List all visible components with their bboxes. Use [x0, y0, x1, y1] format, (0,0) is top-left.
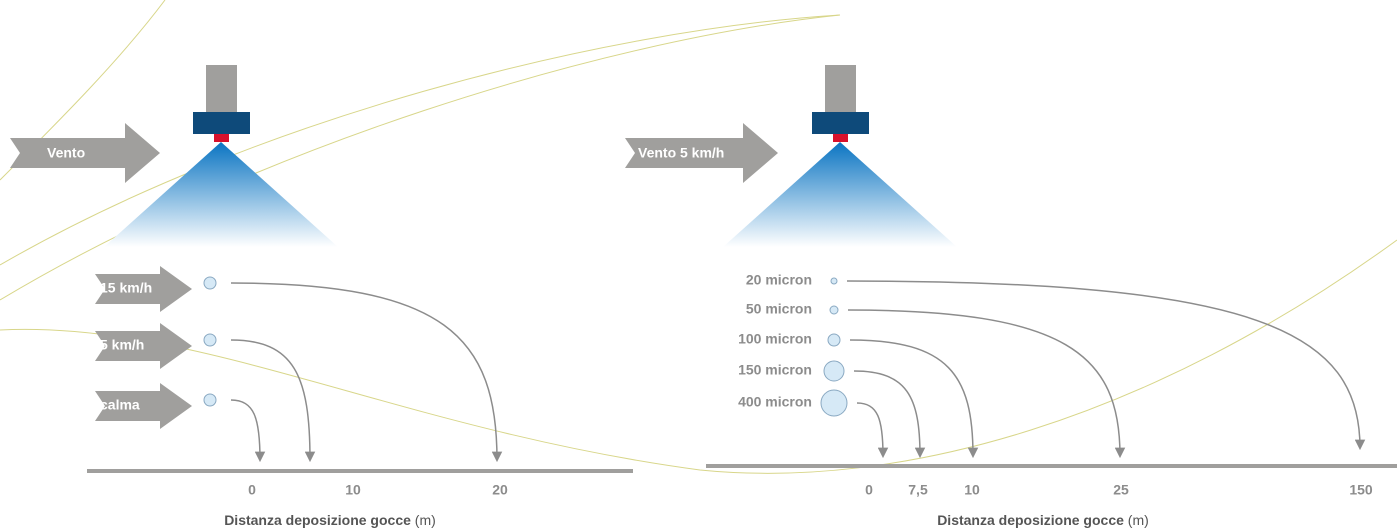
droplet-label: 150 micron — [738, 362, 812, 378]
axis-title: Distanza deposizione gocce (m) — [224, 512, 436, 528]
speed-arrow — [95, 323, 192, 369]
nozzle-tip — [833, 134, 848, 142]
tick-label: 10 — [345, 482, 361, 498]
tick-label: 20 — [492, 482, 508, 498]
droplet — [203, 393, 217, 407]
nozzle-cap — [812, 112, 869, 134]
wind-label: Vento — [47, 145, 85, 161]
trajectory — [230, 399, 266, 463]
spray-cone — [104, 142, 338, 247]
tick-label: 0 — [248, 482, 256, 498]
axis-unit: (m) — [1128, 512, 1149, 528]
trajectory — [856, 402, 889, 459]
droplet — [827, 333, 841, 347]
axis-title: Distanza deposizione gocce (m) — [937, 512, 1149, 528]
spray-cone — [723, 142, 957, 247]
tick-label: 150 — [1349, 482, 1373, 498]
speed-label: 15 km/h — [100, 280, 152, 296]
trajectory — [846, 280, 1366, 451]
axis-title-text: Distanza deposizione gocce — [937, 512, 1124, 528]
droplet-label: 400 micron — [738, 394, 812, 410]
droplet-label: 20 micron — [746, 272, 812, 288]
droplet-label: 100 micron — [738, 331, 812, 347]
wind-arrow — [10, 123, 160, 183]
trajectory — [230, 282, 503, 463]
nozzle-body — [825, 65, 856, 113]
nozzle-body — [206, 65, 237, 113]
nozzle-tip — [214, 134, 229, 142]
speed-label: calma — [100, 397, 140, 413]
trajectory — [230, 339, 316, 463]
tick-label: 10 — [964, 482, 980, 498]
speed-label: 5 km/h — [100, 337, 144, 353]
droplet — [820, 389, 848, 417]
droplet — [829, 305, 839, 315]
wind-arrow — [625, 123, 778, 183]
trajectory — [847, 309, 1126, 459]
layer: Vento 15 km/h 5 km/h calma 0 10 20 Distanza dep… — [10, 65, 1397, 528]
droplet — [823, 360, 845, 382]
droplet — [203, 276, 217, 290]
tick-label: 0 — [865, 482, 873, 498]
axis-unit: (m) — [415, 512, 436, 528]
droplet-label: 50 micron — [746, 301, 812, 317]
wind-label: Vento 5 km/h — [638, 145, 724, 161]
tick-label: 7,5 — [908, 482, 928, 498]
tick-label: 25 — [1113, 482, 1129, 498]
nozzle-cap — [193, 112, 250, 134]
trajectory — [849, 339, 979, 459]
speed-arrow — [95, 383, 192, 429]
droplet — [203, 333, 217, 347]
speed-arrow — [95, 266, 192, 312]
droplet — [830, 277, 838, 285]
trajectory — [853, 370, 926, 459]
axis-title-text: Distanza deposizione gocce — [224, 512, 411, 528]
